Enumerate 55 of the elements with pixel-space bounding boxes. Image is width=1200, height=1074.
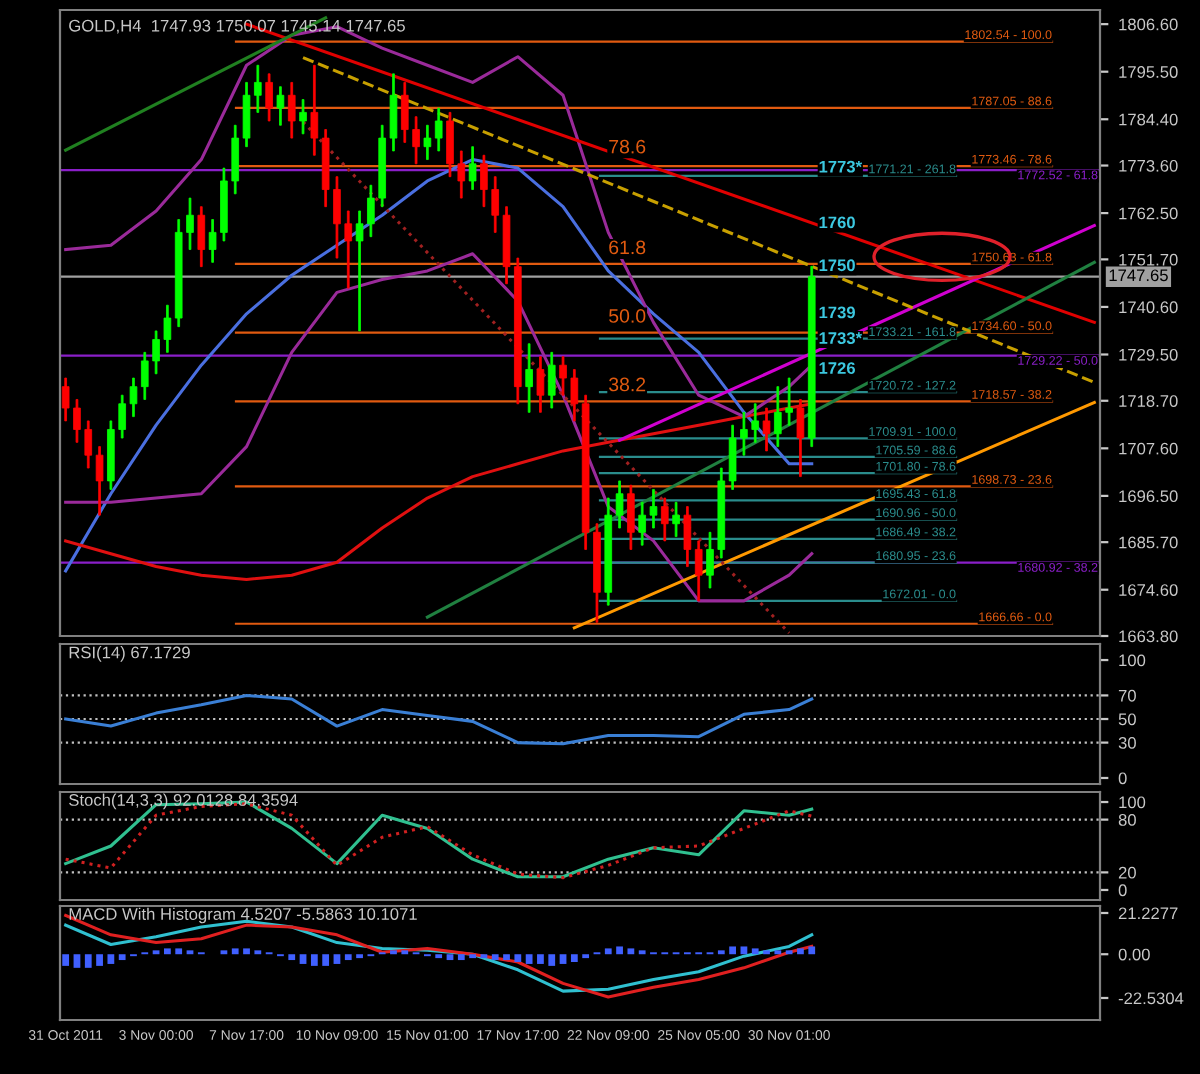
annotation: 1733* (819, 332, 863, 344)
chart-title: RSI(14) 67.1729 (69, 646, 190, 662)
y-tick-label: 1784.40 (1119, 113, 1178, 126)
ref-line-label: 1747.65 (1109, 269, 1168, 282)
annotation: 38.2 (609, 377, 646, 392)
annotation: 61.8 (609, 240, 646, 255)
line-series (64, 158, 814, 573)
y-tick-label: 1773.60 (1119, 159, 1178, 172)
y-tick-label: 100 (1119, 654, 1146, 667)
y-tick-label: 1707.60 (1119, 442, 1178, 455)
line-series (64, 402, 814, 581)
y-tick-label: 1663.80 (1119, 630, 1178, 643)
chart-title: MACD With Histogram 4.5207 -5.5863 10.1071 (69, 907, 417, 924)
candlestick (95, 446, 104, 516)
y-tick-label: 1806.60 (1119, 18, 1178, 31)
y-tick-label: 1729.50 (1119, 348, 1178, 361)
line-series (64, 693, 814, 746)
y-tick-label: 0 (1118, 772, 1127, 785)
annotation: 1773* (819, 160, 863, 173)
line-series (64, 252, 814, 603)
y-tick-label: 80 (1118, 814, 1136, 826)
candlestick (276, 86, 285, 126)
y-tick-label: 1740.60 (1119, 301, 1178, 314)
y-tick-label: 1674.60 (1119, 584, 1178, 596)
y-tick-label: 100 (1119, 796, 1146, 809)
candlestick (310, 64, 319, 156)
annotation: 1739 (819, 306, 855, 319)
y-tick-label: -22.5304 (1118, 992, 1184, 1005)
candlestick (672, 501, 680, 538)
y-tick-label: 50 (1118, 713, 1136, 726)
y-tick-label: 20 (1118, 866, 1136, 879)
candlestick (434, 107, 443, 152)
y-tick-label: 1685.70 (1119, 536, 1178, 549)
y-tick-label: 1795.50 (1119, 66, 1178, 78)
annotation: 1750 (819, 259, 855, 272)
y-tick-label: 1696.50 (1119, 490, 1178, 503)
y-tick-label: 0.00 (1118, 948, 1150, 961)
y-tick-label: 30 (1118, 737, 1136, 749)
candlestick (468, 146, 477, 190)
candlestick (525, 343, 533, 413)
annotation: 1726 (819, 362, 855, 374)
y-tick-label: 1718.70 (1119, 395, 1178, 407)
y-tick-label: 21.2277 (1118, 907, 1178, 920)
candlestick (660, 497, 669, 542)
y-tick-label: 70 (1118, 689, 1136, 702)
annotation: 50.0 (609, 309, 646, 323)
candlestick (299, 99, 307, 135)
y-tick-label: 0 (1118, 884, 1127, 897)
y-tick-label: 1751.70 (1119, 253, 1178, 266)
candlestick (423, 124, 432, 160)
candlestick (762, 407, 771, 452)
candlestick (796, 399, 805, 478)
annotation: 78.6 (609, 139, 646, 154)
annotation: 1760 (819, 216, 855, 229)
y-tick-label: 1762.50 (1119, 207, 1178, 220)
